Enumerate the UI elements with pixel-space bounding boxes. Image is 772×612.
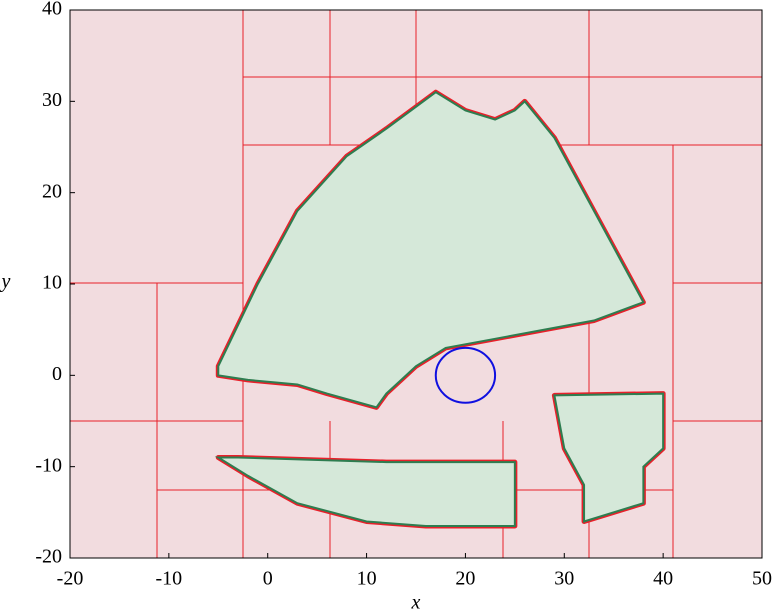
x-tick-label: 30 xyxy=(554,568,574,590)
y-tick-label: -10 xyxy=(35,454,62,476)
y-tick-label: 10 xyxy=(42,272,62,294)
circle xyxy=(434,346,497,404)
y-tick-label: 30 xyxy=(42,89,62,111)
region xyxy=(553,392,665,523)
x-tick-label: -20 xyxy=(57,568,84,590)
y-tick-label: 20 xyxy=(42,180,62,202)
y-tick-label: 0 xyxy=(52,363,62,385)
x-axis-label: x xyxy=(411,592,421,612)
x-tick-label: 40 xyxy=(653,568,673,590)
x-tick-label: 50 xyxy=(752,568,772,590)
x-tick-label: 10 xyxy=(357,568,377,590)
y-tick-label: -20 xyxy=(35,546,62,568)
region xyxy=(217,90,645,409)
region xyxy=(214,456,516,528)
y-tick-label: 40 xyxy=(42,0,62,20)
x-tick-label: 0 xyxy=(263,568,273,590)
x-tick-label: 20 xyxy=(455,568,475,590)
x-tick-label: -10 xyxy=(156,568,183,590)
y-axis-label: y xyxy=(0,271,11,293)
